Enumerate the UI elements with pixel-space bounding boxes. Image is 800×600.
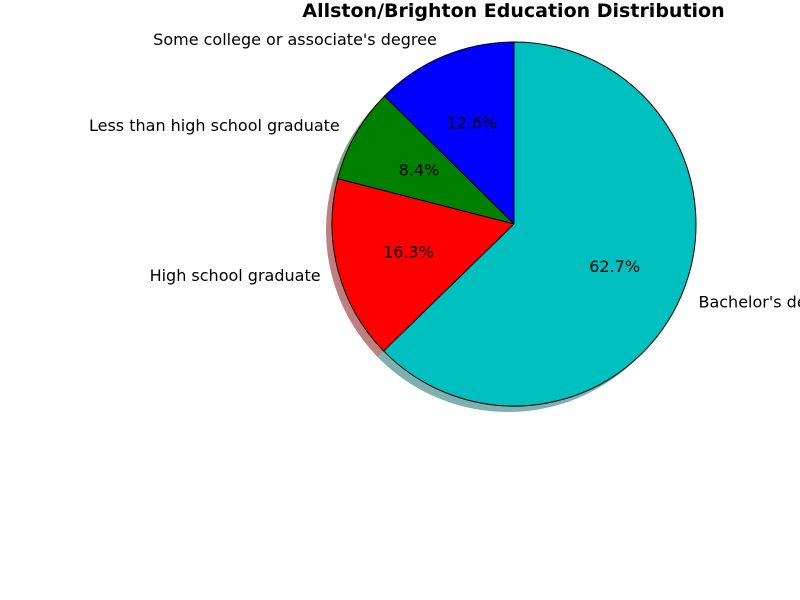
slice-label-less-than-high-school-graduate: Less than high school graduate (89, 116, 340, 135)
slice-percent-less-than-high-school-graduate: 8.4% (399, 161, 440, 180)
slice-percent-bachelor-s-degree-or-higher: 62.7% (589, 257, 640, 276)
slice-percent-high-school-graduate: 16.3% (383, 243, 434, 262)
pie-slices (331, 41, 697, 407)
pie-labels: Some college or associate's degree 12.6% L… (89, 30, 800, 311)
slice-label-some-college-or-associate-s-degree: Some college or associate's degree (153, 30, 437, 49)
slice-label-bachelor-s-degree-or-higher: Bachelor's degree or higher (698, 292, 800, 311)
slice-label-high-school-graduate: High school graduate (150, 266, 321, 285)
pie-slice-bachelor-s-degree-or-higher (383, 41, 697, 407)
pie-slice-some-college-or-associate-s-degree (384, 41, 515, 225)
pie-slice-less-than-high-school-graduate (337, 95, 515, 225)
pie-slice-high-school-graduate (331, 178, 515, 352)
slice-percent-some-college-or-associate-s-degree: 12.6% (446, 114, 497, 133)
chart-title: Allston/Brighton Education Distribution (302, 0, 725, 22)
